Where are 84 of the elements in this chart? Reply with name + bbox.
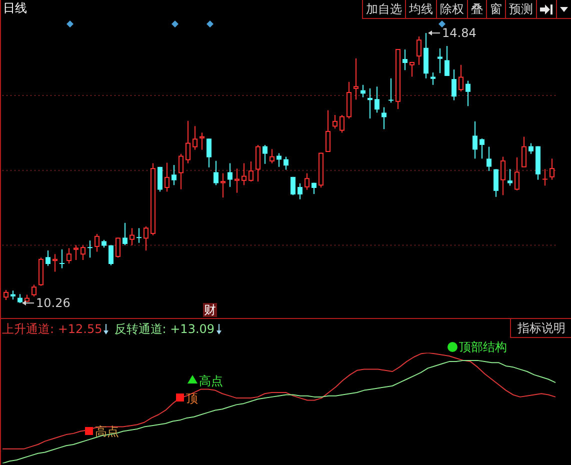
candlestick (508, 168, 512, 186)
candlestick (542, 168, 548, 186)
annotation: 14.84 (442, 26, 476, 40)
candlestick (262, 144, 268, 164)
text: 预测 (505, 0, 536, 18)
candlestick (486, 146, 492, 172)
candlestick (514, 156, 520, 191)
candlestick (178, 153, 184, 190)
candlestick (46, 250, 50, 266)
candlestick (256, 144, 260, 182)
candlestick (368, 88, 372, 119)
candlestick (144, 226, 148, 252)
candlestick (388, 78, 394, 104)
candlestick (402, 49, 408, 71)
candlestick (452, 69, 456, 101)
candlestick (340, 114, 344, 134)
candlestick (326, 110, 330, 152)
candlestick (66, 248, 72, 264)
text: 指标说明 (510, 319, 571, 338)
text: 加自选 (362, 0, 405, 18)
candlestick (80, 244, 86, 260)
annotation: 财 (203, 303, 217, 317)
candlestick (200, 132, 204, 150)
candlestick (116, 237, 120, 258)
candlestick (360, 84, 366, 98)
candlestick (4, 290, 8, 301)
candlestick (228, 162, 232, 188)
candlestick (284, 156, 288, 170)
candlestick (312, 182, 316, 194)
text: 叠 (467, 0, 486, 18)
text: 上升通道: +12.55 (2, 322, 104, 337)
candlestick (522, 136, 526, 168)
candlestick (472, 120, 478, 160)
text: 反转通道: +13.09 (114, 322, 216, 337)
candlestick (248, 161, 254, 182)
chart-title: 日线 (3, 1, 27, 16)
candlestick (87, 240, 93, 258)
candlestick (382, 106, 386, 130)
candlestick (74, 244, 78, 260)
candlestick (158, 166, 162, 192)
candlestick (416, 36, 422, 66)
candlestick (528, 142, 534, 154)
candlestick (52, 254, 58, 272)
text: 窗 (486, 0, 505, 18)
candlestick (466, 80, 470, 107)
candlestick (164, 162, 170, 192)
candlestick (458, 64, 464, 92)
candlestick (276, 152, 282, 168)
candlestick (94, 234, 100, 252)
candlestick (298, 182, 302, 200)
candlestick (444, 45, 450, 77)
candlestick (192, 126, 198, 150)
candlestick (172, 164, 176, 186)
annotation: 顶 (186, 392, 198, 406)
annotation: 顶部结构 (459, 340, 507, 354)
candlestick (270, 148, 274, 164)
candlestick (374, 86, 380, 114)
annotation: 10.26 (36, 296, 70, 310)
candlestick (220, 172, 226, 198)
annotation: 高点 (199, 374, 223, 388)
candlestick (234, 168, 240, 194)
candlestick (430, 72, 436, 86)
candlestick (410, 61, 414, 78)
candlestick (290, 176, 296, 196)
candlestick (304, 172, 310, 190)
candlestick (550, 158, 554, 180)
candlestick (242, 162, 246, 186)
candlestick (500, 156, 506, 196)
candlestick (438, 48, 442, 74)
candlestick (494, 168, 498, 198)
candlestick (130, 228, 134, 246)
candlestick (122, 222, 128, 246)
candlestick (214, 160, 218, 186)
candlestick (206, 138, 212, 168)
candlestick (332, 114, 338, 129)
candlestick (108, 244, 114, 266)
text: 均线 (405, 0, 436, 18)
candlestick (354, 58, 358, 100)
candlestick (186, 120, 190, 164)
candlestick (32, 284, 36, 298)
text: 除权 (436, 0, 467, 18)
candlestick (59, 248, 65, 269)
candlestick (136, 228, 142, 244)
candlestick (480, 138, 484, 160)
